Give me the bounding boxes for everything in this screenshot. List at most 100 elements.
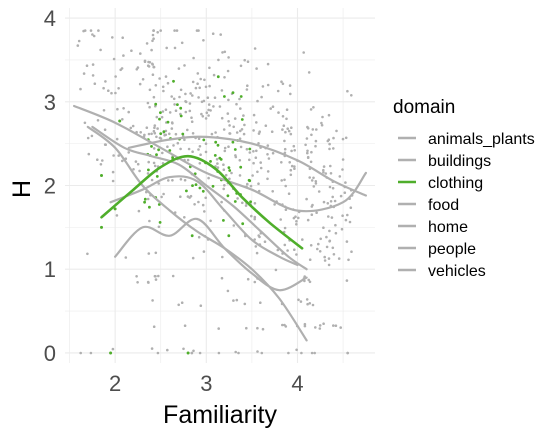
scatter-point bbox=[305, 197, 308, 201]
scatter-point bbox=[256, 99, 259, 103]
scatter-point bbox=[239, 107, 242, 110]
scatter-point bbox=[295, 253, 298, 256]
scatter-point bbox=[152, 95, 156, 99]
scatter-point bbox=[162, 89, 165, 93]
scatter-point bbox=[327, 215, 330, 218]
scatter-point bbox=[308, 258, 312, 262]
scatter-point bbox=[266, 83, 270, 87]
y-tick-label: 4 bbox=[44, 6, 56, 31]
scatter-point bbox=[152, 29, 155, 32]
legend-label-vehicles: vehicles bbox=[428, 263, 486, 280]
scatter-point bbox=[280, 80, 283, 83]
scatter-point bbox=[124, 256, 128, 259]
scatter-point bbox=[254, 245, 258, 248]
scatter-point-clothing bbox=[233, 148, 237, 151]
scatter-point bbox=[226, 112, 230, 115]
y-axis-title: H bbox=[8, 180, 36, 198]
scatter-point bbox=[253, 47, 257, 50]
scatter-point bbox=[223, 146, 227, 150]
scatter-point bbox=[119, 68, 122, 72]
scatter-point bbox=[173, 46, 177, 50]
scatter-point bbox=[200, 112, 203, 116]
scatter-point bbox=[89, 351, 93, 355]
scatter-point-clothing bbox=[228, 169, 232, 172]
scatter-point bbox=[173, 103, 176, 106]
scatter-point bbox=[163, 134, 166, 137]
scatter-point bbox=[253, 215, 257, 219]
scatter-point bbox=[243, 58, 246, 62]
scatter-point bbox=[227, 56, 230, 59]
scatter-point bbox=[112, 154, 115, 157]
scatter-point bbox=[180, 41, 184, 45]
scatter-point bbox=[276, 89, 280, 93]
scatter-point bbox=[332, 147, 335, 150]
scatter-point bbox=[285, 117, 288, 121]
scatter-point-clothing bbox=[248, 147, 252, 151]
scatter-point bbox=[226, 69, 230, 73]
scatter-point bbox=[309, 244, 313, 247]
scatter-point bbox=[313, 351, 317, 355]
scatter-point bbox=[141, 78, 145, 81]
scatter-point bbox=[257, 132, 261, 135]
scatter-point bbox=[290, 149, 293, 153]
scatter-point bbox=[348, 220, 352, 224]
scatter-point-clothing bbox=[185, 189, 188, 193]
scatter-point bbox=[134, 160, 138, 163]
scatter-point bbox=[266, 62, 270, 66]
scatter-point bbox=[172, 97, 176, 101]
scatter-point bbox=[146, 172, 150, 175]
scatter-point bbox=[136, 162, 140, 166]
scatter-point bbox=[327, 113, 331, 117]
scatter-point bbox=[208, 84, 211, 88]
scatter-point bbox=[324, 172, 328, 175]
scatter-point bbox=[96, 158, 99, 161]
scatter-point bbox=[332, 253, 336, 256]
scatter-point bbox=[306, 218, 310, 222]
scatter-point-clothing bbox=[231, 91, 235, 94]
scatter-point bbox=[259, 166, 263, 170]
scatter-point-clothing bbox=[172, 79, 175, 83]
scatter-point bbox=[344, 136, 348, 140]
scatter-point bbox=[111, 179, 115, 183]
scatter-point bbox=[201, 115, 205, 118]
scatter-point bbox=[256, 326, 259, 330]
scatter-point bbox=[191, 132, 195, 135]
scatter-point-clothing bbox=[190, 234, 194, 238]
scatter-point bbox=[327, 263, 331, 267]
scatter-point bbox=[271, 151, 275, 155]
scatter-point bbox=[186, 128, 189, 132]
scatter-point bbox=[121, 118, 124, 121]
scatter-point bbox=[284, 184, 288, 188]
scatter-point bbox=[159, 29, 162, 32]
scatter-point-clothing bbox=[211, 184, 215, 188]
scatter-point bbox=[168, 132, 171, 136]
scatter-point bbox=[222, 168, 226, 171]
scatter-point bbox=[91, 74, 95, 77]
scatter-point bbox=[196, 82, 199, 85]
scatter-point bbox=[293, 165, 296, 168]
scatter-point bbox=[259, 161, 263, 164]
scatter-point bbox=[245, 88, 249, 91]
scatter-point bbox=[325, 245, 329, 249]
scatter-point bbox=[248, 151, 252, 154]
scatter-point bbox=[147, 65, 151, 68]
scatter-point bbox=[209, 219, 212, 223]
scatter-point bbox=[138, 169, 141, 173]
scatter-point bbox=[325, 235, 328, 239]
scatter-point bbox=[323, 255, 327, 259]
scatter-point bbox=[281, 115, 285, 118]
scatter-point bbox=[306, 151, 309, 155]
scatter-point bbox=[91, 63, 95, 66]
scatter-point bbox=[111, 170, 115, 174]
scatter-point bbox=[190, 120, 194, 123]
scatter-point bbox=[305, 298, 309, 301]
scatter-point bbox=[219, 33, 222, 36]
scatter-point bbox=[311, 128, 315, 131]
scatter-point bbox=[102, 86, 105, 90]
scatter-point bbox=[310, 179, 314, 182]
scatter-point bbox=[257, 142, 260, 145]
scatter-point bbox=[154, 251, 158, 255]
scatter-point bbox=[223, 76, 226, 79]
scatter-point bbox=[305, 137, 309, 140]
scatter-point bbox=[339, 326, 343, 329]
